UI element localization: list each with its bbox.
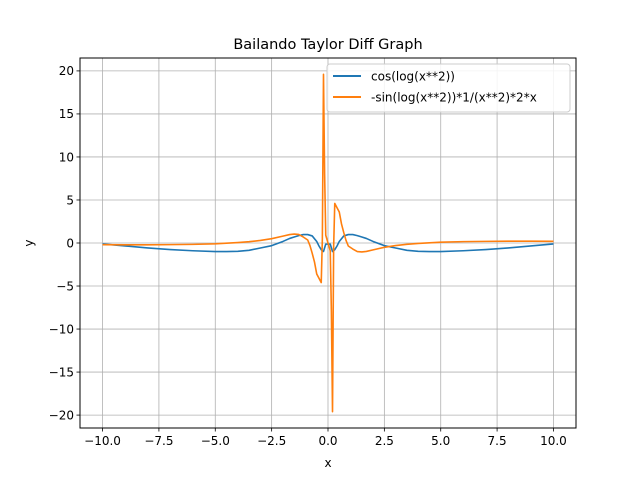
y-tick-label: 10 <box>59 150 74 164</box>
x-axis: −10.0 −7.5 −5.0 −2.5 0.0 2.5 5.0 7.5 10.0 <box>84 428 567 448</box>
y-tick-label: 15 <box>59 107 74 121</box>
x-tick-label: −2.5 <box>257 434 286 448</box>
y-tick-label: −5 <box>56 279 74 293</box>
x-tick-label: −5.0 <box>201 434 230 448</box>
legend-box <box>326 63 571 113</box>
y-tick-label: 5 <box>66 193 74 207</box>
legend-label-cos-series: cos(log(x**2)) <box>371 70 455 84</box>
y-tick-label: −15 <box>49 365 74 379</box>
x-axis-label: x <box>324 456 331 470</box>
legend-label-derivative-series: -sin(log(x**2))*1/(x**2)*2*x <box>371 91 537 105</box>
y-axis: −20 −15 −10 −5 0 5 10 15 20 <box>49 64 80 422</box>
x-tick-label: −7.5 <box>144 434 173 448</box>
x-tick-label: −10.0 <box>84 434 121 448</box>
y-tick-label: −20 <box>49 408 74 422</box>
plot-area <box>102 73 554 413</box>
series-line-derivative <box>102 73 554 413</box>
legend: cos(log(x**2)) -sin(log(x**2))*1/(x**2)*… <box>326 63 571 113</box>
y-axis-label: y <box>22 239 36 246</box>
x-tick-label: 7.5 <box>488 434 507 448</box>
y-tick-label: 0 <box>66 236 74 250</box>
y-tick-label: −10 <box>49 322 74 336</box>
x-tick-label: 5.0 <box>431 434 450 448</box>
x-tick-label: 2.5 <box>375 434 394 448</box>
chart-title: Bailando Taylor Diff Graph <box>233 37 422 53</box>
x-tick-label: 10.0 <box>540 434 567 448</box>
y-tick-label: 20 <box>59 64 74 78</box>
x-tick-label: 0.0 <box>318 434 337 448</box>
